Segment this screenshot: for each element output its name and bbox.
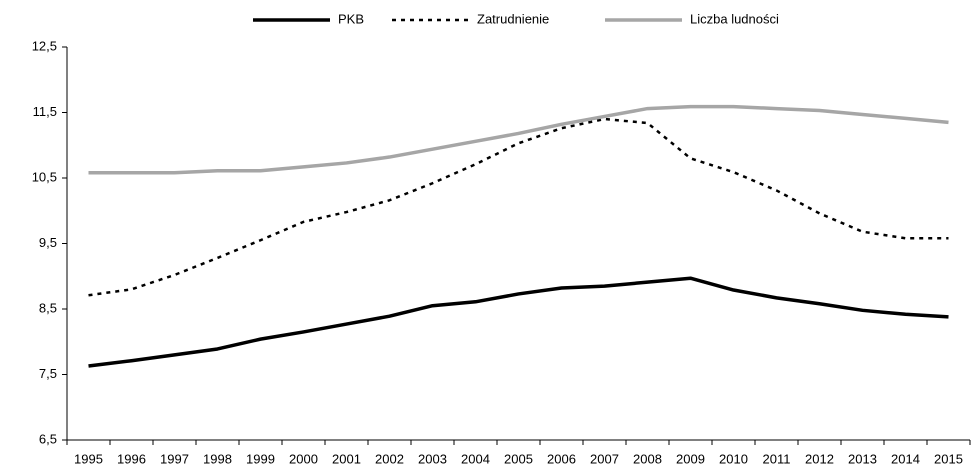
y-tick-label: 6,5 (39, 431, 57, 446)
x-tick-label: 2015 (934, 451, 963, 466)
x-tick-label: 2002 (375, 451, 404, 466)
series-line (88, 117, 949, 297)
x-tick-label: 2004 (461, 451, 490, 466)
x-tick-label: 2003 (418, 451, 447, 466)
series-line (88, 276, 949, 368)
x-tick-label: 2006 (547, 451, 576, 466)
x-tick-label: 1996 (117, 451, 146, 466)
x-tick-label: 1998 (203, 451, 232, 466)
x-tick-label: 2013 (848, 451, 877, 466)
x-tick-label: 2011 (763, 451, 791, 466)
x-tick-label: 1999 (246, 451, 275, 466)
legend-label: Zatrudnienie (477, 11, 549, 26)
y-tick-label: 8,5 (39, 300, 57, 315)
y-tick-label: 10,5 (32, 169, 57, 184)
x-tick-label: 2001 (332, 451, 361, 466)
x-tick-label: 1995 (74, 451, 103, 466)
y-tick-label: 7,5 (39, 366, 57, 381)
x-tick-label: 2000 (289, 451, 318, 466)
x-tick-label: 2005 (504, 451, 533, 466)
x-tick-label: 2012 (805, 451, 834, 466)
legend-label: Liczba ludności (690, 11, 779, 26)
legend-label: PKB (338, 11, 364, 26)
y-tick-label: 11,5 (33, 104, 57, 119)
x-tick-label: 2010 (719, 451, 748, 466)
y-tick-label: 9,5 (39, 235, 57, 250)
y-tick-label: 12,5 (32, 38, 57, 53)
series-line (88, 104, 949, 175)
x-tick-label: 2008 (633, 451, 662, 466)
x-tick-label: 2009 (676, 451, 705, 466)
x-tick-label: 1997 (160, 451, 189, 466)
x-tick-label: 2007 (590, 451, 619, 466)
x-tick-label: 2014 (891, 451, 920, 466)
